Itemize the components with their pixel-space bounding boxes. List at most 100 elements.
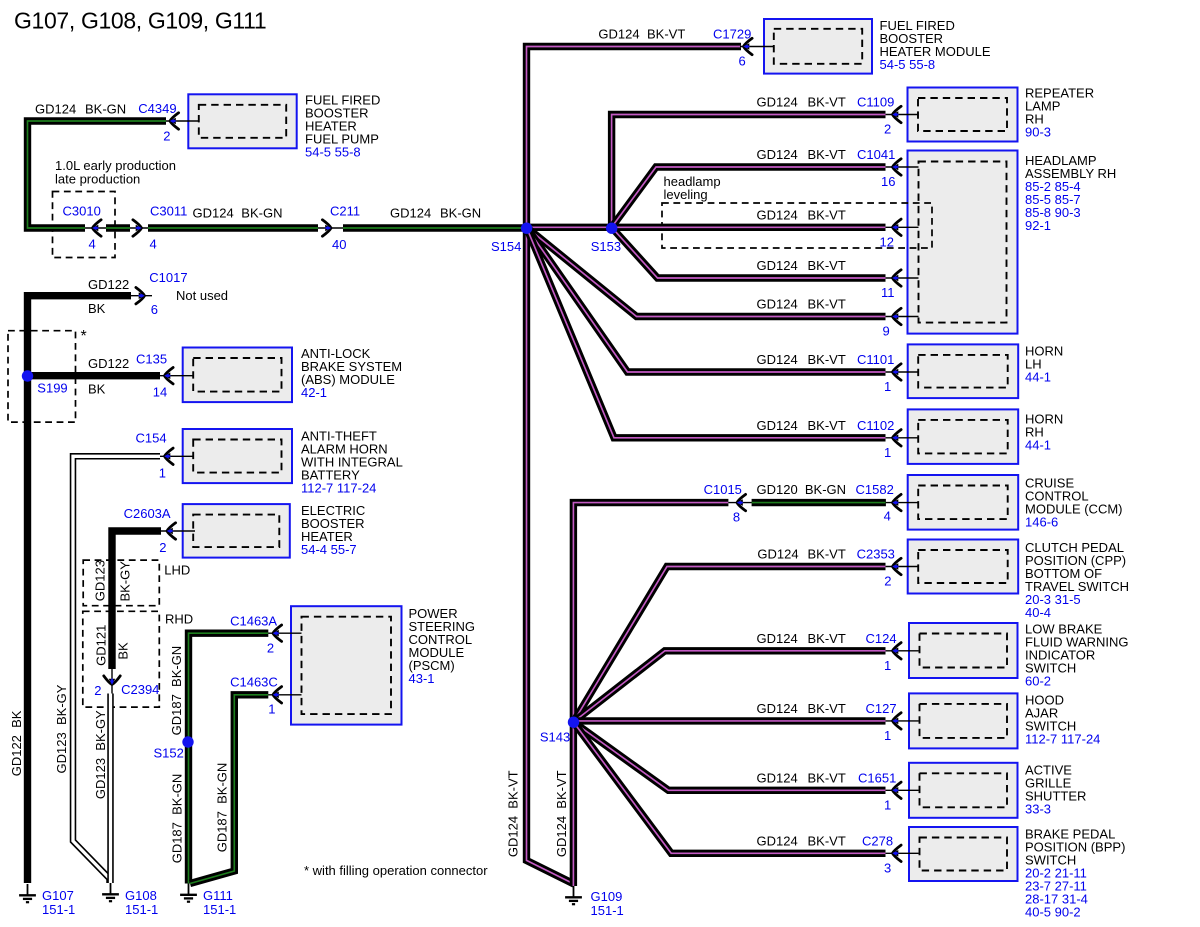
- svg-text:GD121: GD121: [94, 625, 109, 666]
- svg-text:151-1: 151-1: [203, 902, 236, 917]
- svg-text:BATTERY: BATTERY: [301, 468, 360, 483]
- svg-text:BOOSTER: BOOSTER: [305, 105, 369, 120]
- svg-text:GD124: GD124: [35, 101, 76, 116]
- svg-text:headlamp: headlamp: [664, 174, 721, 189]
- svg-text:FLUID WARNING: FLUID WARNING: [1025, 635, 1129, 650]
- svg-text:S154: S154: [491, 239, 521, 254]
- svg-text:(PSCM): (PSCM): [409, 658, 455, 673]
- svg-text:90-3: 90-3: [1025, 125, 1051, 140]
- svg-text:11: 11: [881, 285, 895, 300]
- svg-text:GD124: GD124: [757, 631, 798, 646]
- svg-text:CRUISE: CRUISE: [1025, 476, 1074, 491]
- svg-text:GD122: GD122: [88, 277, 129, 292]
- svg-text:late production: late production: [55, 171, 140, 186]
- svg-text:60-2: 60-2: [1025, 674, 1051, 689]
- svg-text:112-7 117-24: 112-7 117-24: [1025, 732, 1100, 747]
- svg-text:STEERING: STEERING: [409, 619, 475, 634]
- svg-text:HEATER MODULE: HEATER MODULE: [880, 44, 991, 59]
- svg-text:SHUTTER: SHUTTER: [1025, 789, 1086, 804]
- svg-text:6: 6: [739, 54, 746, 69]
- svg-text:40-4: 40-4: [1025, 605, 1051, 620]
- svg-text:C154: C154: [136, 431, 167, 446]
- svg-text:SWITCH: SWITCH: [1025, 853, 1076, 868]
- svg-text:4: 4: [884, 509, 891, 524]
- svg-text:HOOD: HOOD: [1025, 693, 1064, 708]
- svg-text:GD124: GD124: [757, 701, 798, 716]
- svg-text:C2353: C2353: [857, 547, 895, 562]
- svg-text:RH: RH: [1025, 425, 1044, 440]
- svg-text:HORN: HORN: [1025, 343, 1063, 358]
- svg-text:C2603A: C2603A: [124, 506, 171, 521]
- svg-text:BRAKE SYSTEM: BRAKE SYSTEM: [301, 359, 402, 374]
- svg-text:BK-VT: BK-VT: [808, 833, 846, 848]
- svg-text:S153: S153: [591, 239, 621, 254]
- svg-text:C211: C211: [330, 204, 360, 219]
- svg-text:SWITCH: SWITCH: [1025, 661, 1076, 676]
- svg-text:12: 12: [880, 234, 894, 249]
- svg-text:C278: C278: [862, 833, 893, 848]
- svg-text:SWITCH: SWITCH: [1025, 719, 1076, 734]
- svg-text:C127: C127: [866, 701, 897, 716]
- svg-text:C1015: C1015: [704, 482, 742, 497]
- svg-text:2: 2: [159, 540, 166, 555]
- svg-text:GD123 BK-GY: GD123 BK-GY: [54, 684, 69, 773]
- svg-text:BK: BK: [88, 301, 106, 316]
- svg-text:C3010: C3010: [63, 204, 101, 219]
- svg-text:G109: G109: [591, 889, 623, 904]
- svg-text:C135: C135: [136, 351, 167, 366]
- svg-text:G107, G108, G109, G111: G107, G108, G109, G111: [14, 8, 266, 34]
- svg-text:C1582: C1582: [856, 482, 894, 497]
- svg-text:C1651: C1651: [858, 770, 896, 785]
- svg-text:85-2 85-4: 85-2 85-4: [1025, 179, 1081, 194]
- svg-text:151-1: 151-1: [591, 903, 624, 918]
- svg-text:2: 2: [94, 683, 101, 698]
- svg-text:BK-GY: BK-GY: [118, 561, 133, 602]
- svg-text:6: 6: [151, 302, 158, 317]
- svg-text:8: 8: [733, 510, 740, 525]
- svg-text:C4349: C4349: [138, 101, 176, 116]
- svg-text:BK-VT: BK-VT: [808, 770, 846, 785]
- svg-text:GRILLE: GRILLE: [1025, 776, 1072, 791]
- svg-text:POSITION (CPP): POSITION (CPP): [1025, 553, 1126, 568]
- svg-text:LHD: LHD: [164, 562, 190, 577]
- svg-text:BK-VT: BK-VT: [647, 27, 685, 42]
- svg-text:23-7 27-11: 23-7 27-11: [1025, 879, 1087, 894]
- svg-text:GD122: GD122: [88, 356, 129, 371]
- svg-text:GD124 BK-VT: GD124 BK-VT: [554, 770, 569, 857]
- svg-text:LH: LH: [1025, 356, 1042, 371]
- svg-text:1: 1: [268, 702, 275, 717]
- svg-text:S152: S152: [154, 746, 184, 761]
- svg-text:1: 1: [884, 728, 891, 743]
- svg-text:BK-VT: BK-VT: [808, 95, 846, 110]
- svg-text:92-1: 92-1: [1025, 218, 1051, 233]
- svg-text:GD123: GD123: [93, 560, 108, 601]
- svg-text:REPEATER: REPEATER: [1025, 86, 1094, 101]
- svg-text:54-5 55-8: 54-5 55-8: [305, 144, 361, 159]
- svg-text:BK-GN: BK-GN: [241, 206, 282, 221]
- svg-text:GD124: GD124: [757, 207, 798, 222]
- svg-text:HEATER: HEATER: [301, 529, 353, 544]
- svg-text:C2394: C2394: [121, 682, 159, 697]
- svg-text:C1463C: C1463C: [230, 675, 278, 690]
- svg-text:4: 4: [150, 237, 157, 252]
- svg-text:C1017: C1017: [149, 270, 187, 285]
- svg-text:2: 2: [163, 129, 170, 144]
- svg-text:BK-VT: BK-VT: [808, 147, 846, 162]
- svg-text:85-5 85-7: 85-5 85-7: [1025, 192, 1081, 207]
- svg-text:40-5 90-2: 40-5 90-2: [1025, 905, 1081, 920]
- svg-text:14: 14: [153, 385, 167, 400]
- svg-text:* with filling operation conne: * with filling operation connector: [304, 863, 488, 878]
- svg-text:3: 3: [884, 860, 891, 875]
- svg-text:HORN: HORN: [1025, 412, 1063, 427]
- svg-text:4: 4: [89, 237, 96, 252]
- svg-text:CLUTCH PEDAL: CLUTCH PEDAL: [1025, 540, 1124, 555]
- svg-text:RHD: RHD: [165, 612, 193, 627]
- svg-text:44-1: 44-1: [1025, 438, 1051, 453]
- svg-text:20-3 31-5: 20-3 31-5: [1025, 592, 1081, 607]
- svg-text:leveling: leveling: [664, 187, 708, 202]
- svg-text:S143: S143: [540, 730, 570, 745]
- svg-text:16: 16: [881, 174, 895, 189]
- svg-text:(ABS) MODULE: (ABS) MODULE: [301, 372, 395, 387]
- svg-text:MODULE (CCM): MODULE (CCM): [1025, 502, 1123, 517]
- svg-text:C1102: C1102: [857, 418, 894, 433]
